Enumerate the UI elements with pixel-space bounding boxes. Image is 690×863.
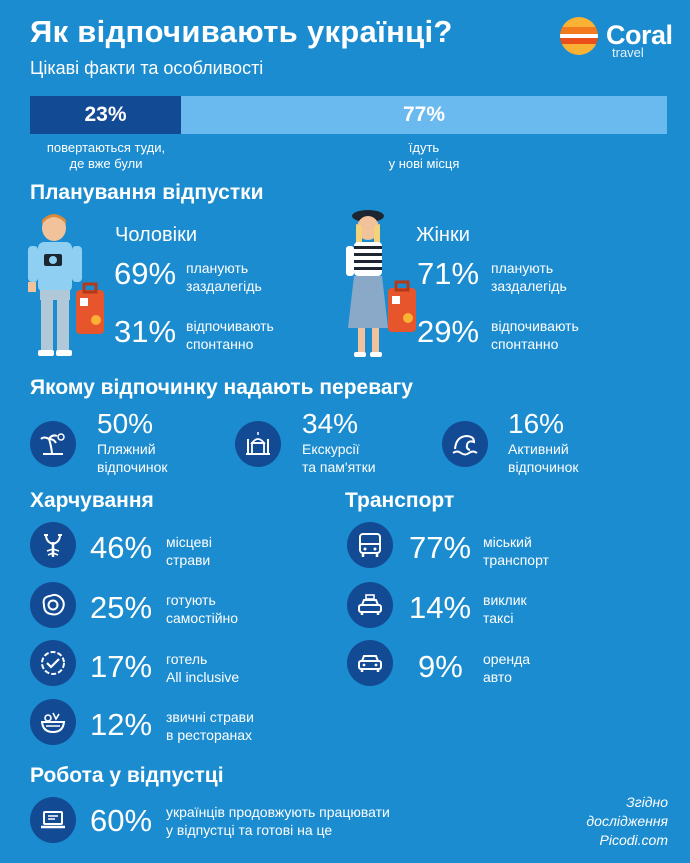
source-line3: Picodi.com xyxy=(599,832,668,848)
source-line1: Згідно xyxy=(626,794,668,810)
transport-taxi-line1: виклик xyxy=(483,592,527,608)
transport-taxi-text: виклик таксі xyxy=(483,591,527,627)
pref-active-text: Активний відпочинок xyxy=(508,440,579,476)
page-subtitle: Цікаві факти та особливості xyxy=(30,58,264,78)
ratio-right-value: 77% xyxy=(402,103,446,126)
laptop-icon xyxy=(30,797,76,843)
transport-heading: Транспорт xyxy=(345,489,455,512)
transport-rent-line1: оренда xyxy=(483,651,531,667)
women-spont-line1: відпочивають xyxy=(491,318,579,334)
transport-city-line1: міський xyxy=(483,534,532,550)
men-label: Чоловіки xyxy=(115,224,198,246)
transport-rent-line2: авто xyxy=(483,669,512,685)
ratio-right-caption-1: їдуть xyxy=(408,140,440,155)
food-rest-line1: звичні страви xyxy=(166,709,254,725)
ratio-left-value: 23% xyxy=(84,103,127,126)
page-title: Як відпочивають українці? xyxy=(30,14,453,49)
checkmark-icon xyxy=(30,640,76,686)
transport-rent-pct: 9% xyxy=(418,649,463,684)
transport-city-text: міський транспорт xyxy=(483,533,549,569)
pref-active-line1: Активний xyxy=(508,441,569,457)
work-line1: українців продовжують працювати xyxy=(166,804,390,820)
pref-active-line2: відпочинок xyxy=(508,459,579,475)
pref-excursion-pct: 34% xyxy=(302,408,359,439)
pref-excursion-text: Екскурсії та пам'ятки xyxy=(302,440,376,476)
women-spont-pct: 29% xyxy=(417,314,480,349)
food-local-line2: страви xyxy=(166,552,211,568)
ratio-right-caption: їдуть у нові місця xyxy=(181,140,667,172)
women-plan-line2: заздалегідь xyxy=(491,278,567,294)
men-plan-pct: 69% xyxy=(114,256,177,291)
ratio-bar-left xyxy=(30,96,181,134)
men-plan-text: планують заздалегідь xyxy=(186,259,262,295)
women-plan-line1: планують xyxy=(491,260,554,276)
pref-excursion-line1: Екскурсії xyxy=(302,441,360,457)
food-heading: Харчування xyxy=(30,489,154,512)
pref-beach-line2: відпочинок xyxy=(97,459,168,475)
transport-city-line2: транспорт xyxy=(483,552,549,568)
pref-beach-text: Пляжний відпочинок xyxy=(97,440,168,476)
food-allinc-line1: готель xyxy=(166,651,208,667)
food-allinc-pct: 17% xyxy=(90,649,153,684)
planning-heading: Планування відпустки xyxy=(30,181,264,204)
women-spont-text: відпочивають спонтанно xyxy=(491,317,579,353)
transport-rent-text: оренда авто xyxy=(483,650,530,686)
women-plan-text: планують заздалегідь xyxy=(491,259,567,295)
taxi-icon xyxy=(347,582,393,628)
transport-taxi-pct: 14% xyxy=(409,590,472,625)
ratio-left-caption-2: де вже були xyxy=(69,156,143,171)
ratio-bar-right xyxy=(181,96,667,134)
work-pct: 60% xyxy=(90,803,153,838)
food-cook-text: готують самостійно xyxy=(166,591,238,627)
food-cook-pct: 25% xyxy=(90,590,153,625)
man-traveler-icon xyxy=(26,212,106,360)
pref-beach-line1: Пляжний xyxy=(97,441,156,457)
pref-active-pct: 16% xyxy=(508,408,565,439)
men-spont-pct: 31% xyxy=(114,314,177,349)
work-text: українців продовжують працювати у відпус… xyxy=(166,803,390,839)
women-plan-pct: 71% xyxy=(417,256,480,291)
ratio-left-caption: повертаються туди, де вже були xyxy=(20,140,192,172)
coral-logo-icon xyxy=(560,17,598,55)
men-spont-line2: спонтанно xyxy=(186,336,254,352)
logo-sub: travel xyxy=(612,45,644,60)
lobster-icon xyxy=(30,522,76,568)
men-spont-line1: відпочивають xyxy=(186,318,274,334)
pref-excursion-line2: та пам'ятки xyxy=(302,459,376,475)
food-rest-text: звичні страви в ресторанах xyxy=(166,708,254,744)
car-icon xyxy=(347,640,393,686)
salad-bowl-icon xyxy=(30,699,76,745)
fried-egg-icon xyxy=(30,582,76,628)
food-local-line1: місцеві xyxy=(166,534,212,550)
food-cook-line2: самостійно xyxy=(166,610,239,626)
transport-city-pct: 77% xyxy=(409,530,472,565)
food-allinc-text: готель All inclusive xyxy=(166,650,239,686)
woman-traveler-icon xyxy=(340,210,420,360)
men-plan-line1: планують xyxy=(186,260,249,276)
source-line2: дослідження xyxy=(586,813,668,829)
food-rest-pct: 12% xyxy=(90,707,153,742)
transport-taxi-line2: таксі xyxy=(483,610,514,626)
ratio-right-caption-2: у нові місця xyxy=(388,156,460,171)
work-heading: Робота у відпустці xyxy=(30,764,224,787)
women-spont-line2: спонтанно xyxy=(491,336,559,352)
bus-icon xyxy=(347,522,393,568)
food-local-pct: 46% xyxy=(90,530,153,565)
work-line2: у відпустці та готові на це xyxy=(166,822,333,838)
wave-icon xyxy=(442,421,488,467)
men-spont-text: відпочивають спонтанно xyxy=(186,317,274,353)
food-cook-line1: готують xyxy=(166,592,216,608)
logo-name: Coral xyxy=(606,20,673,50)
women-label: Жінки xyxy=(416,224,470,246)
mosque-icon xyxy=(235,421,281,467)
preference-heading: Якому відпочинку надають перевагу xyxy=(30,376,413,399)
food-allinc-line2: All inclusive xyxy=(166,669,240,685)
food-rest-line2: в ресторанах xyxy=(166,727,253,743)
men-plan-line2: заздалегідь xyxy=(186,278,262,294)
source-note: Згідно дослідження Picodi.com xyxy=(540,793,668,850)
food-local-text: місцеві страви xyxy=(166,533,212,569)
pref-beach-pct: 50% xyxy=(97,408,154,439)
beach-icon xyxy=(30,421,76,467)
ratio-left-caption-1: повертаються туди, xyxy=(46,140,166,155)
